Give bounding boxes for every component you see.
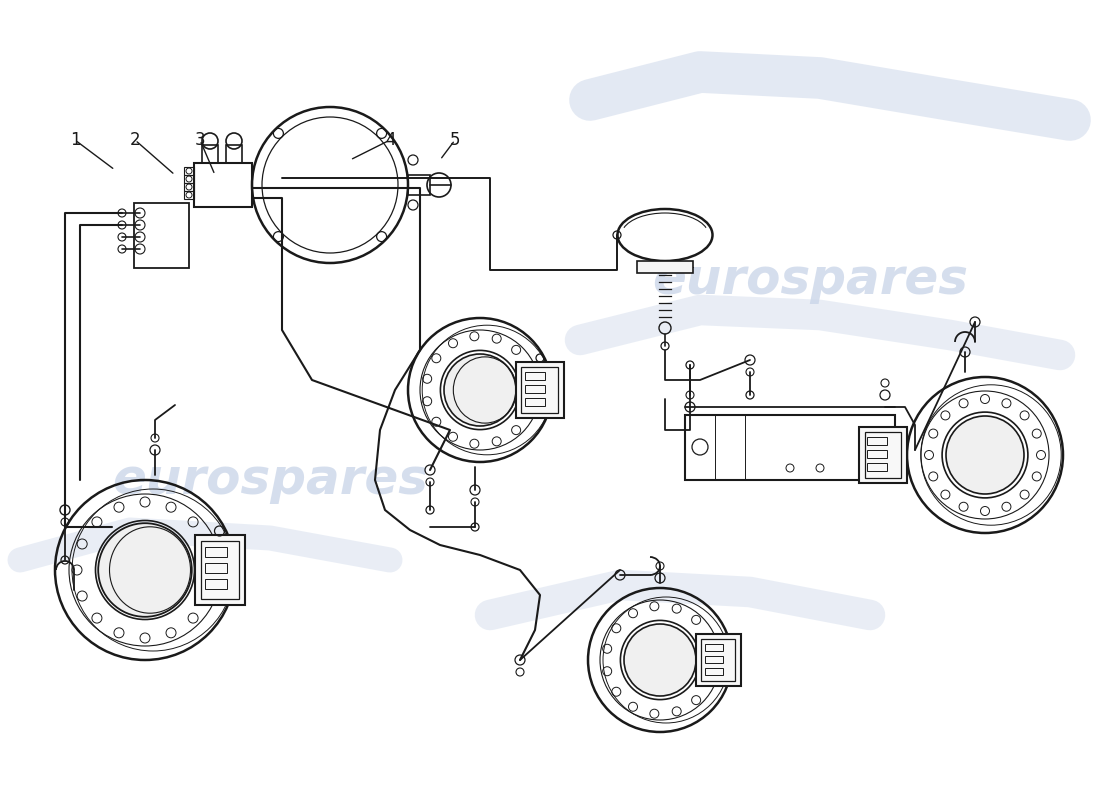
Bar [521, 367, 558, 413]
Bar [195, 535, 244, 605]
Bar [705, 668, 723, 675]
Bar [202, 145, 218, 163]
Bar [867, 463, 887, 471]
Text: eurospares: eurospares [112, 456, 428, 504]
Bar [205, 547, 227, 557]
Bar [696, 634, 741, 686]
Text: 2: 2 [130, 131, 141, 149]
Bar [867, 450, 887, 458]
Ellipse shape [98, 523, 191, 617]
Bar [637, 261, 693, 273]
Bar [184, 175, 194, 183]
Text: 1: 1 [69, 131, 80, 149]
Bar [205, 579, 227, 589]
Bar [867, 437, 887, 445]
Bar [705, 644, 723, 651]
Bar [200, 541, 239, 599]
Bar [516, 362, 564, 418]
Text: 3: 3 [195, 131, 206, 149]
Bar [685, 415, 895, 480]
Bar [701, 639, 735, 681]
Ellipse shape [624, 624, 696, 696]
Bar [865, 432, 901, 478]
Bar [525, 385, 544, 393]
Bar [705, 656, 723, 663]
Bar [859, 427, 908, 483]
Bar [184, 183, 194, 191]
Bar [525, 398, 544, 406]
Bar [205, 563, 227, 573]
Ellipse shape [444, 354, 516, 426]
Ellipse shape [946, 416, 1024, 494]
Bar [226, 145, 242, 163]
Text: eurospares: eurospares [652, 256, 968, 304]
Text: 4: 4 [385, 131, 395, 149]
Bar [525, 372, 544, 380]
Bar [184, 167, 194, 175]
Text: 5: 5 [450, 131, 460, 149]
Bar [408, 175, 430, 195]
Bar [194, 163, 252, 207]
Bar [134, 203, 189, 268]
Bar [184, 191, 194, 199]
